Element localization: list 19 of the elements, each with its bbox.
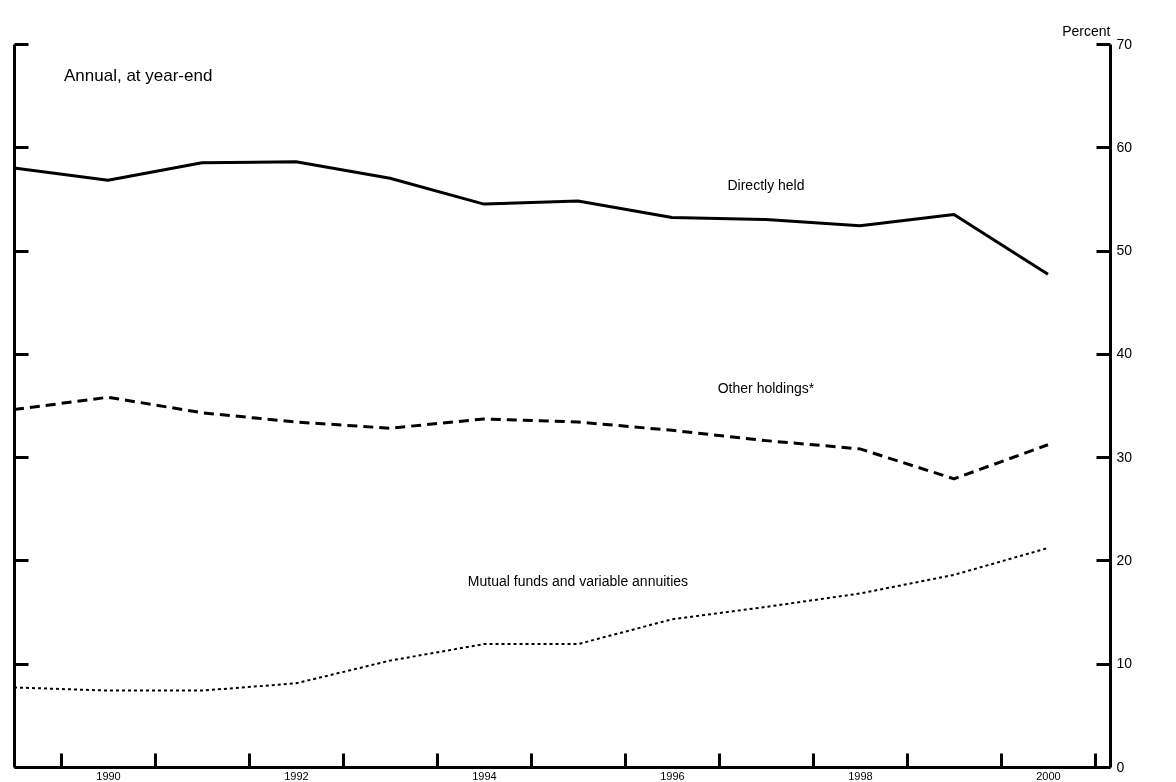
y-tick-label: 10 bbox=[1116, 655, 1133, 672]
y-tick-label: 50 bbox=[1116, 242, 1133, 259]
y-tick-label: 40 bbox=[1116, 345, 1133, 362]
y-tick-label: 60 bbox=[1116, 138, 1133, 155]
annotation: Annual, at year-end bbox=[64, 66, 213, 85]
text: Other holdings* bbox=[717, 379, 815, 396]
x-tick-label: 2000 bbox=[1036, 769, 1061, 782]
x-tick-label: 1996 bbox=[660, 769, 685, 782]
x-tick-label: 1998 bbox=[848, 769, 873, 782]
series-label: Mutual funds and variable annuities bbox=[467, 573, 689, 590]
x-tick-label: 1990 bbox=[96, 769, 121, 782]
y-axis-title: Percent bbox=[1062, 22, 1111, 39]
x-tick-label: 1994 bbox=[472, 769, 497, 782]
series-label: Directly held bbox=[727, 176, 805, 193]
y-tick-label: 0 bbox=[1116, 758, 1125, 775]
y-tick-label: 30 bbox=[1116, 448, 1133, 465]
y-tick-label: 20 bbox=[1116, 551, 1133, 568]
y-tick-label: 70 bbox=[1116, 35, 1133, 52]
x-tick-label: 1992 bbox=[284, 769, 309, 782]
